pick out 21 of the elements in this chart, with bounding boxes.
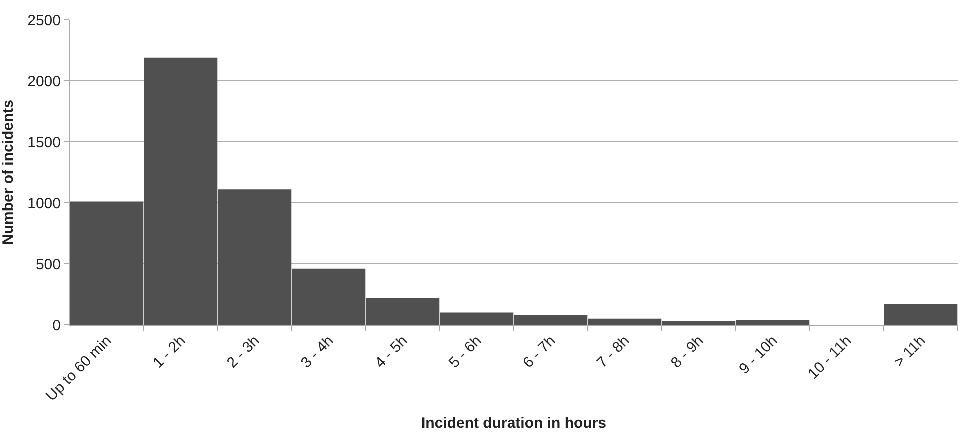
y-tick-label: 1500 [28, 134, 61, 152]
bar [884, 304, 958, 325]
x-tick-label: 8 - 9h [668, 332, 708, 372]
y-tick-label: 2500 [28, 12, 61, 30]
y-tick-label: 2000 [28, 73, 61, 90]
x-tick-label: 2 - 3h [224, 332, 264, 372]
y-tick-label: 1000 [28, 195, 61, 212]
x-tick-label: 1 - 2h [150, 332, 190, 372]
x-tick-label: 5 - 6h [446, 332, 486, 372]
x-tick-label: Up to 60 min [42, 332, 116, 405]
x-axis-title: Incident duration in hours [422, 415, 606, 432]
x-tick-label: 6 - 7h [520, 332, 560, 372]
x-tick-label: 10 - 11h [804, 332, 856, 383]
x-tick-label: 7 - 8h [594, 332, 634, 372]
x-tick-label: 3 - 4h [298, 332, 338, 372]
x-tick-label: 4 - 5h [372, 332, 412, 372]
y-tick-label: 500 [36, 256, 61, 274]
y-tick-label: 0 [52, 317, 61, 334]
x-tick-label: 9 - 10h [736, 332, 782, 378]
x-tick-label: > 11h [891, 332, 930, 371]
y-axis-title: Number of incidents [0, 100, 17, 246]
